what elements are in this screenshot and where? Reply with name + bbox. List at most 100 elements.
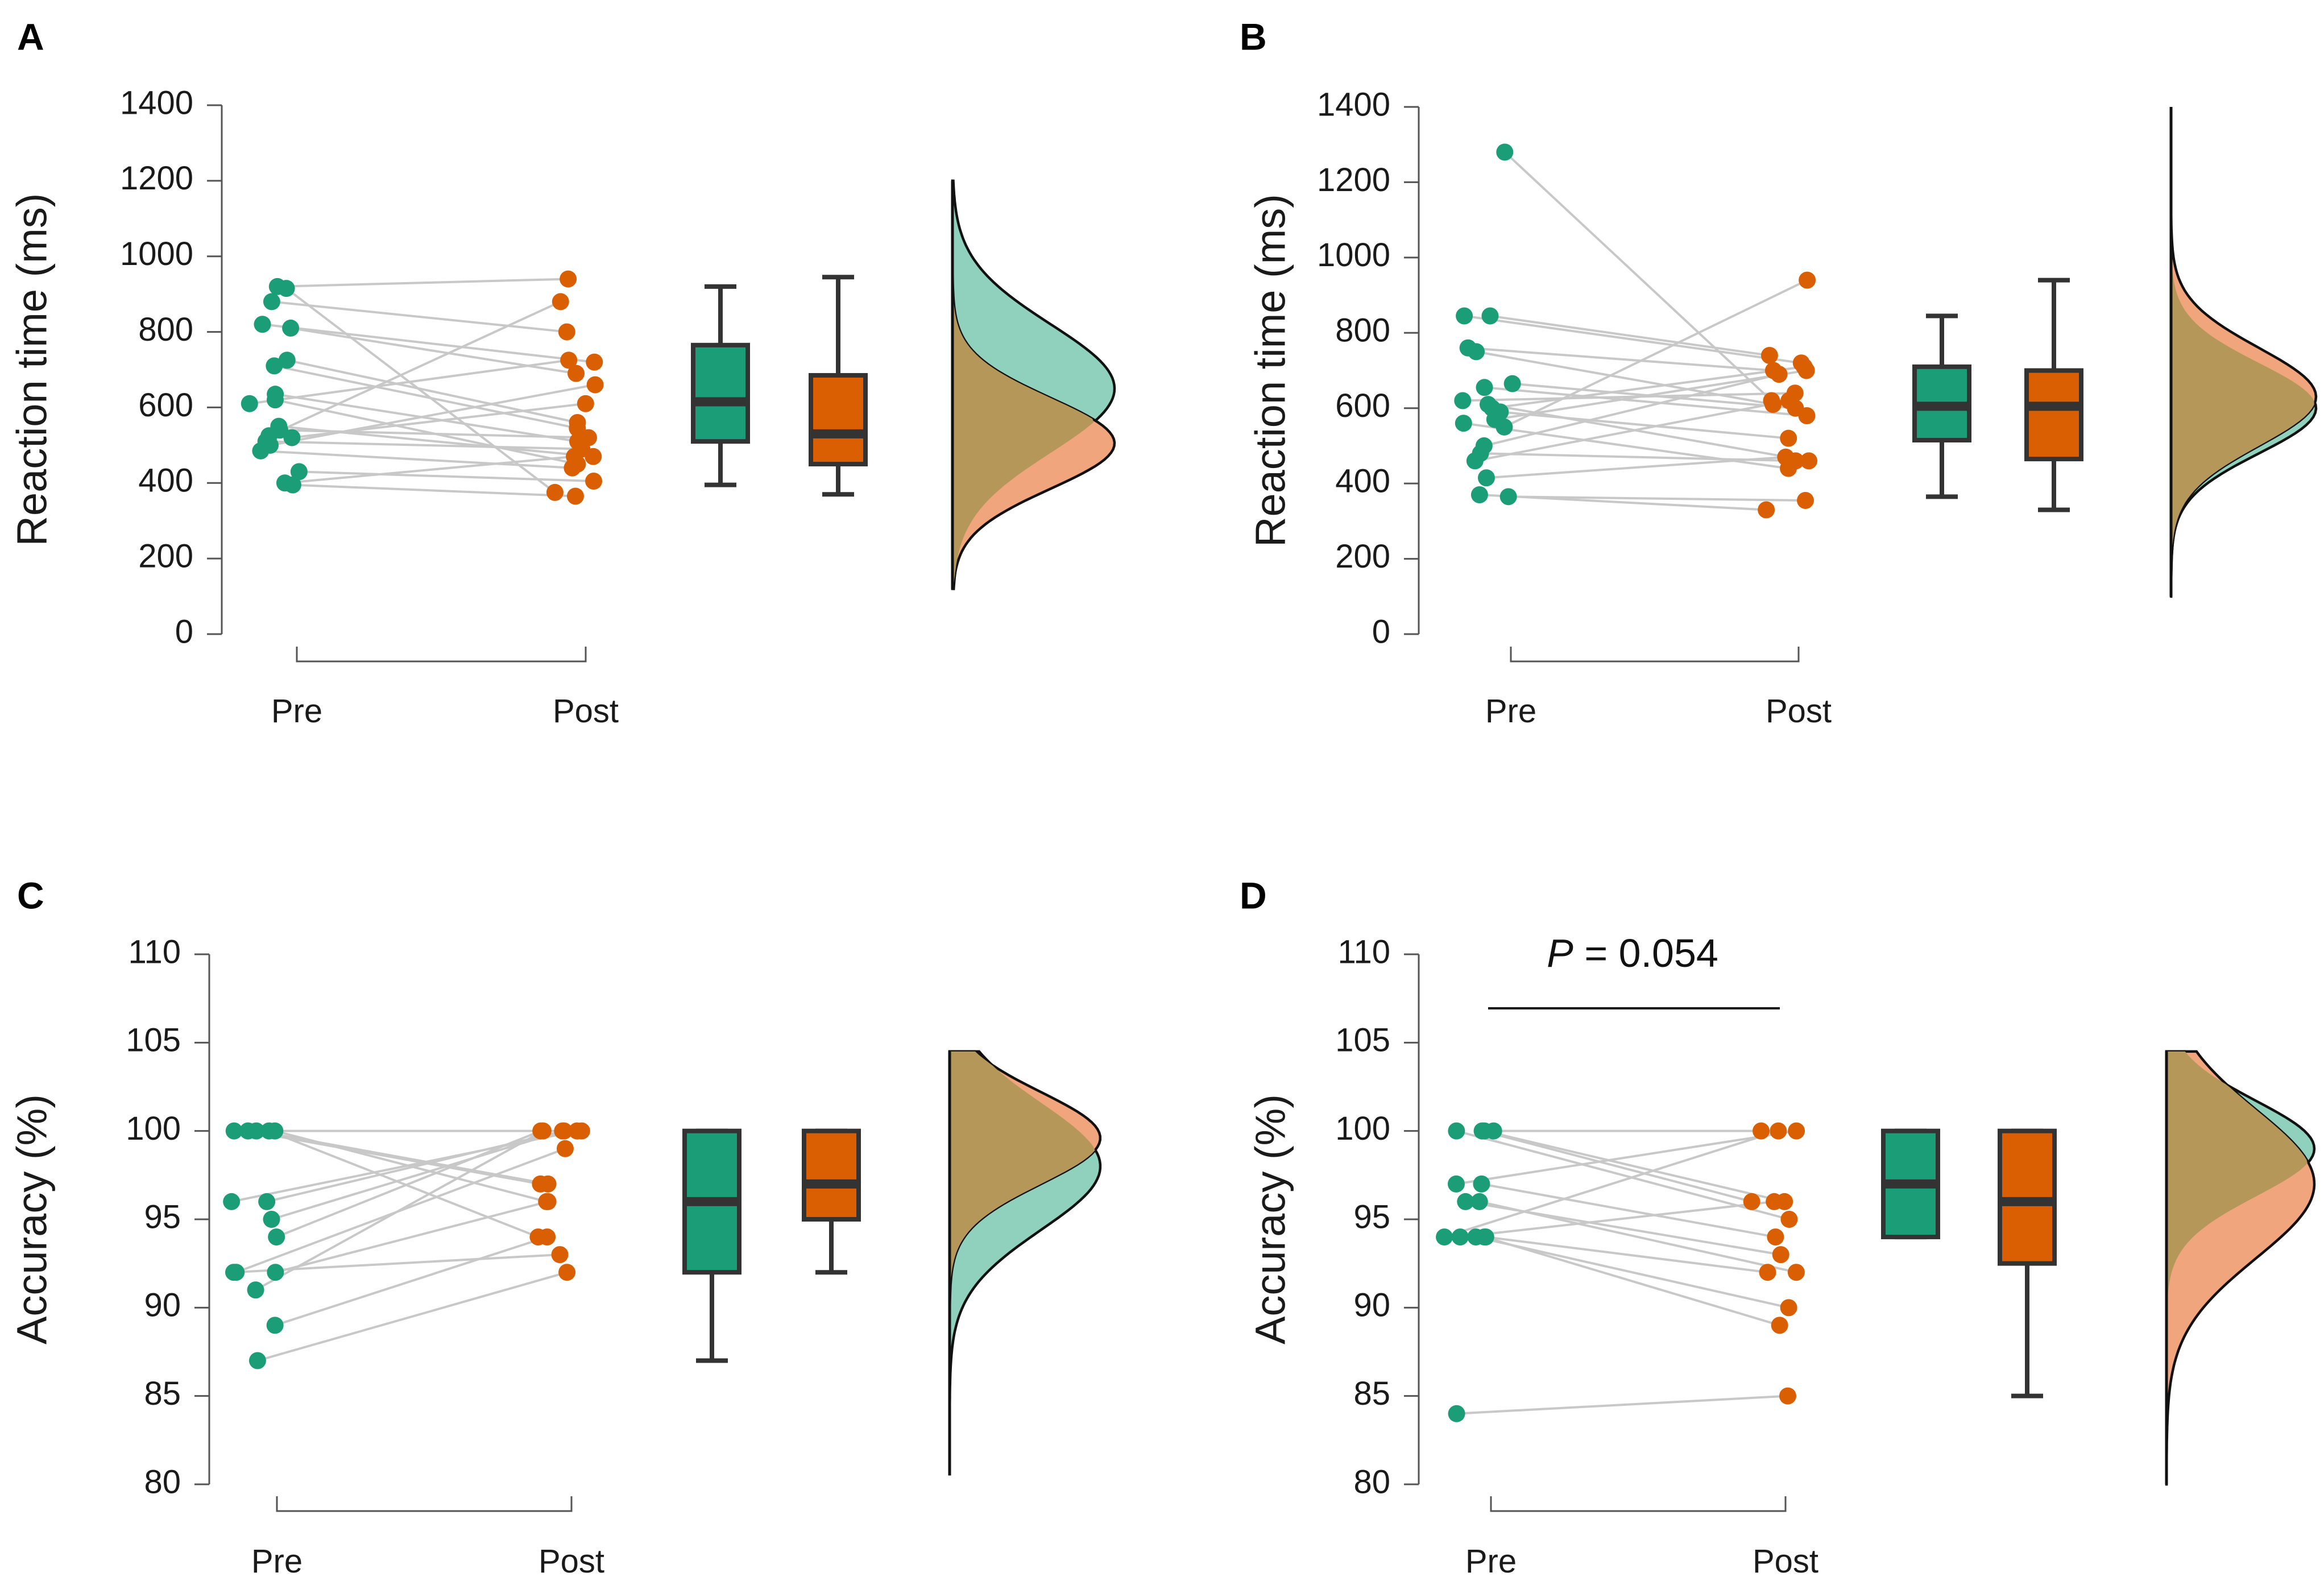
pair-line xyxy=(1456,1394,1788,1415)
y-tick-label: 600 xyxy=(1335,387,1390,424)
box-iqr xyxy=(802,1128,861,1222)
y-tick-label: 1200 xyxy=(120,160,193,197)
x-axis-line xyxy=(1510,647,1800,663)
panel-letter: A xyxy=(17,15,44,57)
y-tick-label: 85 xyxy=(144,1375,181,1412)
post-dot xyxy=(560,351,578,369)
post-dot xyxy=(566,487,584,505)
post-dot xyxy=(1759,1264,1776,1281)
pair-line xyxy=(279,429,589,439)
pre-dot xyxy=(1476,1228,1493,1246)
x-axis-line xyxy=(296,647,587,663)
pre-dot xyxy=(1454,392,1472,409)
pre-dot xyxy=(1496,143,1514,161)
post-dot xyxy=(1787,1264,1805,1281)
box-iqr xyxy=(809,373,868,467)
pre-dot xyxy=(248,1352,266,1369)
post-dot xyxy=(1780,1299,1797,1317)
p-value-text: P = 0.054 xyxy=(1547,931,1718,975)
pre-dot xyxy=(263,293,280,311)
pair-line xyxy=(1490,314,1770,357)
pre-dot xyxy=(1448,1122,1465,1140)
y-tick-label: 90 xyxy=(1353,1287,1390,1324)
y-tick-label: 110 xyxy=(1338,933,1390,970)
pre-dot xyxy=(1473,1175,1490,1193)
pre-dot xyxy=(1466,452,1484,470)
post-dot xyxy=(558,1264,576,1281)
pair-line xyxy=(287,359,578,424)
pair-line xyxy=(1463,422,1789,470)
box-iqr xyxy=(2024,368,2083,462)
pre-dot xyxy=(284,476,301,494)
y-axis-label: Accuracy (%) xyxy=(9,1094,56,1344)
pre-dot xyxy=(290,463,308,481)
post-dot xyxy=(1780,429,1797,447)
pre-dot xyxy=(254,316,271,333)
y-tick-label: 200 xyxy=(1335,538,1390,575)
boxplot-pre xyxy=(1881,1128,1940,1240)
pair-line xyxy=(285,287,556,494)
post-dot xyxy=(534,1122,552,1140)
pair-line xyxy=(1485,1236,1768,1274)
post-dot xyxy=(1760,347,1778,365)
pair-line xyxy=(274,365,578,429)
post-dot xyxy=(538,1228,556,1246)
y-tick-label: 105 xyxy=(126,1022,181,1059)
post-dot xyxy=(1766,1193,1783,1210)
y-tick-label: 0 xyxy=(1372,613,1390,650)
pair-line xyxy=(1464,314,1802,365)
y-tick-label: 100 xyxy=(126,1110,181,1147)
post-dot xyxy=(569,419,586,437)
y-tick-label: 80 xyxy=(1353,1463,1390,1500)
y-tick-label: 1400 xyxy=(1317,86,1390,123)
y-tick-label: 85 xyxy=(1353,1375,1390,1412)
pre-dot xyxy=(1468,343,1485,361)
x-tick-label-pre: Pre xyxy=(1465,1543,1517,1580)
pair-line xyxy=(266,440,582,450)
post-dot xyxy=(558,323,575,341)
pre-dot xyxy=(1456,307,1473,325)
y-tick-label: 1400 xyxy=(120,84,193,121)
post-dot xyxy=(585,472,603,490)
pair-line xyxy=(268,300,561,437)
density-overlap xyxy=(2171,107,2314,597)
y-tick-label: 95 xyxy=(1353,1198,1390,1235)
post-dot xyxy=(552,293,569,311)
dots xyxy=(223,1122,590,1369)
post-dot xyxy=(567,365,585,382)
pre-dot xyxy=(1503,375,1521,392)
post-dot xyxy=(1758,501,1775,519)
post-dot xyxy=(1743,1193,1760,1210)
pair-line xyxy=(1484,373,1780,447)
pre-dot xyxy=(223,1193,241,1210)
paired-lines xyxy=(231,1129,582,1362)
pre-dot xyxy=(266,391,284,409)
boxplot-pre xyxy=(691,284,750,487)
post-dot xyxy=(546,483,564,501)
p-label: P xyxy=(1547,931,1573,975)
pair-line xyxy=(1460,1200,1775,1239)
pre-dot xyxy=(1436,1228,1453,1246)
pre-dot xyxy=(1477,469,1495,487)
pair-line xyxy=(299,470,594,482)
y-tick-label: 80 xyxy=(144,1463,181,1500)
panel-letter: B xyxy=(1240,15,1267,57)
pre-dot xyxy=(1476,379,1493,396)
pre-dot xyxy=(1496,418,1513,436)
pre-dot xyxy=(225,1122,243,1140)
density-overlap xyxy=(952,180,1094,589)
pre-dot xyxy=(1448,1405,1465,1422)
post-dot xyxy=(1797,491,1815,509)
density-clouds xyxy=(2169,107,2318,598)
pre-dot xyxy=(1476,1122,1493,1140)
post-dot xyxy=(586,376,604,394)
x-axis-line xyxy=(1490,1496,1787,1512)
x-tick-label-pre: Pre xyxy=(1485,693,1536,730)
post-dot xyxy=(568,1122,586,1140)
pre-dot xyxy=(263,1211,280,1228)
pair-line xyxy=(1444,1129,1779,1238)
y-tick-label: 1000 xyxy=(120,235,193,272)
pre-dot xyxy=(252,442,270,460)
post-dot xyxy=(551,1246,569,1264)
